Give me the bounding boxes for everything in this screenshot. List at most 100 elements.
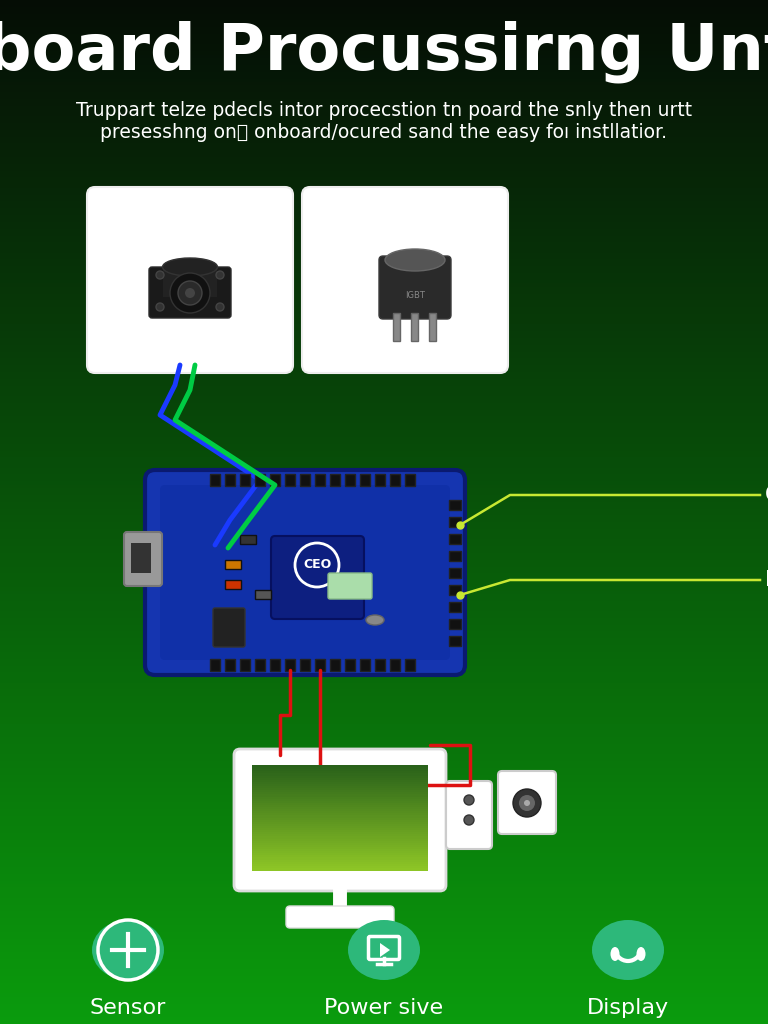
Bar	[0, 939, 768, 943]
Bar	[0, 417, 768, 421]
Bar	[0, 79, 768, 83]
Bar	[0, 287, 768, 291]
Bar	[252, 779, 428, 782]
Ellipse shape	[592, 920, 664, 980]
Bar	[0, 778, 768, 782]
Bar	[0, 102, 768, 106]
FancyBboxPatch shape	[149, 267, 231, 318]
Bar	[0, 499, 768, 503]
Text: presesshng on᫽ onboard/ocured sand the easy foı instllatior.: presesshng on᫽ onboard/ocured sand the e…	[101, 123, 667, 141]
Bar	[0, 857, 768, 861]
Bar	[0, 806, 768, 810]
Bar	[0, 69, 768, 73]
Bar	[252, 811, 428, 814]
Bar	[0, 205, 768, 209]
Bar	[0, 215, 768, 219]
Bar	[0, 546, 768, 551]
Bar	[0, 366, 768, 370]
Bar	[449, 618, 461, 629]
Bar	[0, 853, 768, 858]
Bar	[252, 817, 428, 820]
Bar	[252, 803, 428, 806]
Bar	[0, 351, 768, 356]
Bar	[0, 61, 768, 66]
Bar	[0, 484, 768, 489]
Bar	[449, 517, 461, 527]
Bar	[252, 767, 428, 770]
Bar	[0, 24, 768, 29]
Bar	[360, 659, 370, 671]
Bar	[0, 89, 768, 93]
Bar	[0, 676, 768, 680]
FancyBboxPatch shape	[446, 781, 492, 849]
Bar	[449, 585, 461, 595]
Bar	[0, 1014, 768, 1018]
Bar	[0, 51, 768, 55]
Bar	[0, 771, 768, 776]
Bar	[0, 290, 768, 295]
Bar	[405, 659, 415, 671]
Bar	[0, 31, 768, 35]
Bar	[0, 867, 768, 871]
Bar	[0, 703, 768, 708]
Bar	[0, 284, 768, 288]
Bar	[252, 826, 428, 829]
Bar	[390, 474, 400, 486]
Bar	[0, 335, 768, 339]
Bar	[0, 587, 768, 592]
Bar	[252, 815, 428, 818]
Bar	[0, 720, 768, 725]
Bar	[0, 259, 768, 264]
Bar	[0, 873, 768, 879]
Bar	[0, 92, 768, 96]
Bar	[0, 157, 768, 162]
Bar	[0, 386, 768, 390]
Bar	[0, 781, 768, 786]
Bar	[0, 41, 768, 45]
Bar	[0, 737, 768, 741]
Bar	[0, 1021, 768, 1024]
Bar	[0, 113, 768, 117]
Bar	[0, 184, 768, 188]
Bar	[0, 768, 768, 772]
Bar	[0, 863, 768, 868]
Bar	[0, 604, 768, 608]
Ellipse shape	[385, 249, 445, 271]
Bar	[0, 410, 768, 414]
Bar	[0, 243, 768, 247]
Bar	[0, 622, 768, 626]
Bar	[0, 833, 768, 838]
Bar	[252, 849, 428, 852]
FancyBboxPatch shape	[131, 543, 151, 573]
Bar	[0, 911, 768, 915]
Bar	[252, 786, 428, 790]
Bar	[285, 659, 295, 671]
Bar	[0, 908, 768, 912]
Bar	[0, 392, 768, 397]
Bar	[429, 313, 436, 341]
Bar	[0, 1007, 768, 1012]
Bar	[0, 898, 768, 902]
Bar	[255, 590, 271, 599]
Bar	[0, 683, 768, 687]
Bar	[252, 801, 428, 804]
Bar	[0, 744, 768, 749]
Bar	[252, 830, 428, 834]
Bar	[0, 345, 768, 349]
Bar	[0, 860, 768, 864]
Bar	[0, 884, 768, 889]
Bar	[449, 568, 461, 578]
Bar	[252, 773, 428, 776]
Bar	[449, 551, 461, 561]
Bar	[0, 458, 768, 462]
Bar	[0, 963, 768, 967]
Bar	[0, 75, 768, 80]
Bar	[0, 812, 768, 817]
Bar	[0, 191, 768, 196]
Bar	[0, 696, 768, 700]
Bar	[0, 901, 768, 905]
Bar	[0, 433, 768, 438]
Bar	[0, 167, 768, 172]
Bar	[0, 648, 768, 653]
Bar	[252, 771, 428, 774]
